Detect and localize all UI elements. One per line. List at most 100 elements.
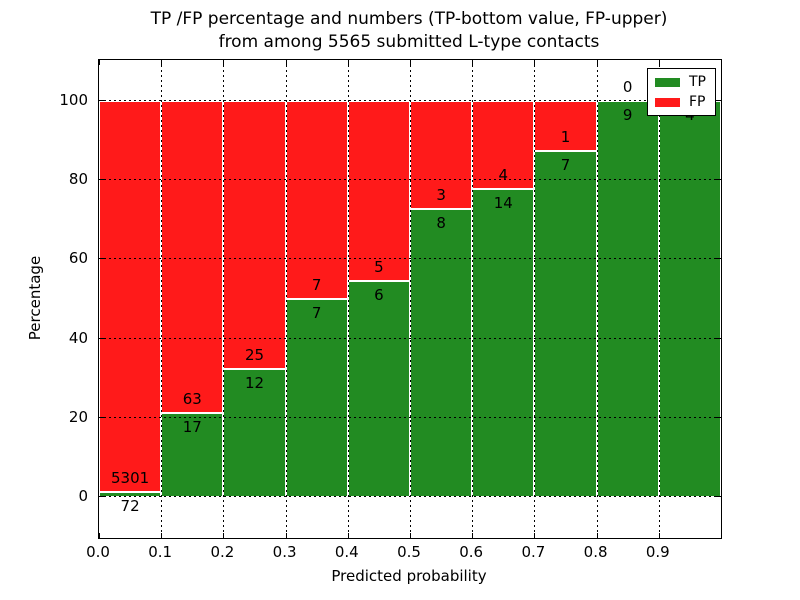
tp-bar-segment — [596, 101, 659, 497]
v-gridline — [410, 60, 411, 538]
x-axis-tick — [658, 533, 660, 538]
fp-count-label: 5 — [374, 258, 384, 277]
y-axis-tick — [99, 495, 104, 497]
y-axis-tick — [99, 258, 104, 260]
tp-count-label: 7 — [311, 304, 322, 322]
y-axis-tick-right — [716, 416, 721, 418]
v-gridline — [658, 60, 660, 538]
chart-title: TP /FP percentage and numbers (TP-bottom… — [98, 8, 720, 54]
tp-count-label: 7 — [560, 155, 571, 174]
tp-bar-segment — [347, 281, 410, 497]
tp-count-label: 12 — [244, 373, 265, 392]
tp-bar-segment — [285, 299, 348, 497]
legend-label-tp: TP — [689, 74, 706, 90]
y-axis-tick — [99, 179, 104, 181]
y-axis-tick — [99, 337, 104, 339]
fp-count-label: 4 — [498, 166, 509, 185]
v-gridline — [285, 60, 287, 538]
tp-bar-segment — [658, 101, 721, 497]
x-axis-tick-top — [223, 60, 225, 65]
chart-title-line-1: TP /FP percentage and numbers (TP-bottom… — [150, 9, 668, 29]
chart-title-line-2: from among 5565 submitted L-type contact… — [218, 32, 600, 52]
x-axis-tick-top — [410, 60, 411, 65]
x-axis-tick-top — [472, 60, 474, 65]
y-axis-tick-right — [716, 100, 721, 102]
y-tick-label: 100 — [59, 91, 88, 110]
v-gridline — [161, 60, 163, 538]
x-tick-label: 0.0 — [86, 543, 110, 561]
y-tick-label: 0 — [78, 486, 88, 505]
fp-color-swatch — [655, 97, 680, 107]
x-axis-tick-top — [534, 60, 536, 65]
y-tick-label: 60 — [68, 249, 88, 268]
fp-bar-segment — [347, 101, 410, 282]
fp-count-label: 63 — [182, 389, 202, 408]
tp-count-label: 9 — [622, 106, 633, 125]
x-tick-label: 0.5 — [397, 543, 421, 561]
tp-color-swatch — [655, 77, 680, 87]
tp-bar-segment — [410, 209, 473, 497]
legend-item-tp: TP — [655, 75, 706, 89]
x-axis-tick — [99, 533, 100, 538]
x-tick-label: 0.9 — [645, 543, 670, 561]
tp-count-label: 8 — [436, 214, 446, 233]
fp-bar-segment — [99, 101, 162, 492]
y-axis-tick — [99, 416, 104, 418]
y-axis-tick-right — [716, 258, 721, 260]
fp-bar-segment — [223, 101, 286, 369]
x-axis-tick — [596, 533, 598, 538]
y-axis-tick-right — [716, 495, 721, 497]
x-axis-tick — [161, 533, 163, 538]
x-tick-label: 0.2 — [210, 543, 235, 561]
v-gridline — [534, 60, 536, 538]
fp-bar-segment — [285, 101, 348, 299]
fp-count-label: 25 — [244, 345, 265, 364]
y-tick-label: 80 — [68, 170, 88, 189]
x-tick-label: 0.3 — [272, 543, 297, 561]
tp-count-label: 6 — [374, 286, 384, 304]
x-tick-label: 0.7 — [521, 543, 546, 561]
tp-count-label: 17 — [182, 417, 202, 436]
x-axis-tick — [534, 533, 536, 538]
x-axis-tick-top — [658, 60, 660, 65]
x-axis-tick-top — [347, 60, 349, 65]
plot-area: TP FP 53017263172512775638414170904 — [98, 59, 722, 539]
fp-bar-segment — [161, 101, 224, 413]
fp-count-label: 3 — [436, 186, 446, 205]
tp-bar-segment — [534, 150, 597, 497]
x-axis-label: Predicted probability — [331, 567, 487, 585]
x-axis-tick-top — [285, 60, 287, 65]
y-tick-label: 40 — [68, 328, 88, 347]
x-axis-tick — [347, 533, 349, 538]
y-axis-tick — [99, 100, 104, 102]
x-axis-tick-top — [161, 60, 163, 65]
x-axis-tick-top — [596, 60, 598, 65]
y-axis-label: Percentage — [26, 255, 44, 341]
v-gridline — [223, 60, 225, 538]
x-axis-tick — [410, 533, 411, 538]
tp-count-label: 72 — [120, 496, 140, 515]
v-gridline — [347, 60, 349, 538]
x-tick-label: 0.4 — [334, 543, 359, 561]
x-tick-label: 0.1 — [148, 543, 173, 561]
x-axis-tick — [472, 533, 474, 538]
legend-label-fp: FP — [689, 94, 706, 110]
y-axis-tick-right — [716, 179, 721, 181]
x-tick-label: 0.8 — [583, 543, 608, 561]
fp-bar-segment — [410, 101, 473, 210]
x-tick-label: 0.6 — [459, 543, 484, 561]
x-axis-tick-top — [99, 60, 100, 65]
fp-bar-segment — [472, 101, 535, 190]
legend-item-fp: FP — [655, 95, 706, 109]
tp-bar-segment — [472, 189, 535, 497]
tp-count-label: 14 — [493, 194, 513, 213]
fp-count-label: 0 — [622, 78, 633, 97]
tp-bar-segment — [161, 412, 224, 497]
fp-count-label: 1 — [560, 127, 571, 146]
y-axis-tick-right — [716, 337, 721, 339]
x-axis-tick — [223, 533, 225, 538]
v-gridline — [596, 60, 598, 538]
v-gridline — [472, 60, 474, 538]
legend: TP FP — [647, 68, 716, 116]
